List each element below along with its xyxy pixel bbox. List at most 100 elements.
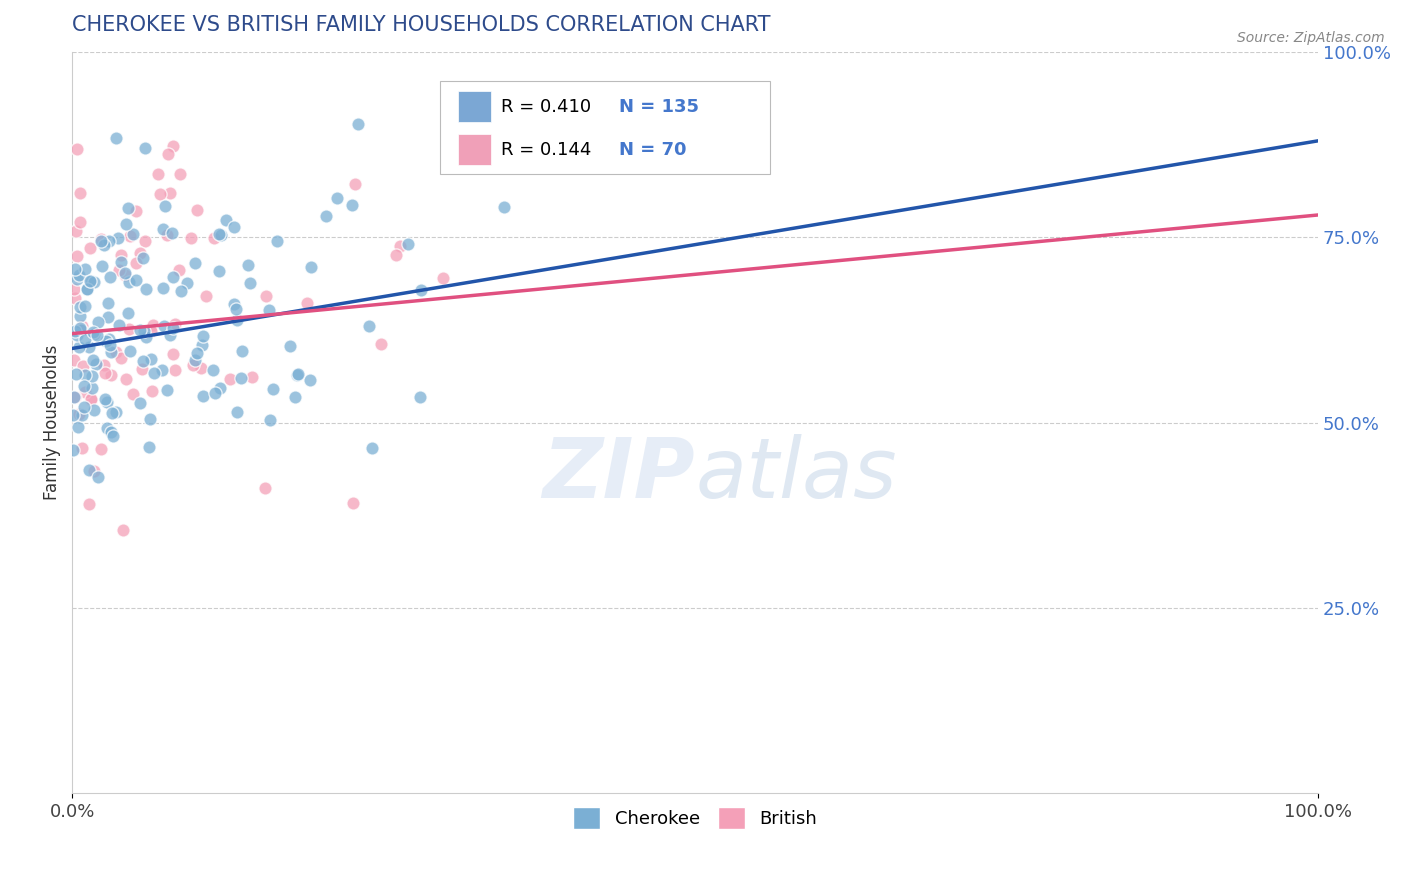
Point: [193, 390, 215, 404]
Point: [98, 234, 121, 248]
Point: [73, 379, 96, 393]
Point: [162, 269, 184, 284]
Point: [229, 370, 252, 384]
Point: [155, 383, 177, 397]
Point: [63, 324, 86, 338]
Point: [63, 390, 86, 404]
Point: [83, 326, 105, 341]
Point: [186, 202, 208, 217]
Point: [169, 167, 191, 181]
Point: [110, 255, 132, 269]
Point: [134, 235, 156, 249]
Point: [183, 256, 205, 270]
Point: [63, 390, 86, 404]
Point: [69, 309, 91, 323]
Point: [298, 373, 321, 387]
Point: [208, 227, 231, 242]
Point: [86, 327, 108, 342]
Point: [135, 329, 157, 343]
Point: [98, 270, 121, 285]
Point: [131, 361, 153, 376]
Text: R = 0.410: R = 0.410: [501, 98, 591, 116]
Y-axis label: Family Households: Family Households: [44, 345, 60, 500]
Point: [370, 336, 392, 351]
Point: [65, 262, 87, 277]
Point: [132, 251, 155, 265]
Point: [80, 392, 103, 407]
Point: [72, 408, 94, 422]
Point: [76, 282, 98, 296]
Point: [65, 223, 87, 237]
Point: [153, 318, 176, 333]
Point: [73, 261, 96, 276]
Text: R = 0.144: R = 0.144: [501, 141, 591, 159]
Point: [105, 405, 128, 419]
Point: [76, 282, 98, 296]
Text: ZIP: ZIP: [543, 434, 695, 515]
Point: [117, 202, 139, 216]
Point: [82, 325, 104, 339]
Point: [285, 368, 308, 383]
Point: [118, 343, 141, 358]
Point: [70, 323, 93, 337]
Point: [184, 353, 207, 368]
Point: [169, 262, 191, 277]
Point: [146, 167, 169, 181]
Point: [72, 400, 94, 414]
Point: [315, 209, 337, 223]
Point: [110, 351, 132, 365]
Point: [183, 358, 205, 372]
Point: [105, 345, 128, 359]
Text: CHEROKEE VS BRITISH FAMILY HOUSEHOLDS CORRELATION CHART: CHEROKEE VS BRITISH FAMILY HOUSEHOLDS CO…: [72, 15, 770, 35]
Point: [75, 368, 97, 382]
Point: [70, 318, 93, 333]
Point: [150, 363, 173, 377]
Text: Source: ZipAtlas.com: Source: ZipAtlas.com: [1237, 31, 1385, 45]
Point: [66, 142, 89, 156]
Point: [411, 283, 433, 297]
FancyBboxPatch shape: [458, 91, 491, 122]
Point: [152, 222, 174, 236]
Point: [117, 306, 139, 320]
Point: [91, 259, 114, 273]
Point: [115, 372, 138, 386]
Point: [111, 523, 134, 537]
Point: [125, 273, 148, 287]
Point: [93, 238, 115, 252]
Point: [225, 313, 247, 327]
Point: [97, 295, 120, 310]
Point: [66, 327, 89, 342]
Point: [361, 442, 384, 456]
Point: [94, 366, 117, 380]
Point: [134, 324, 156, 338]
Point: [494, 200, 516, 214]
Point: [96, 334, 118, 348]
Point: [97, 310, 120, 325]
Point: [186, 346, 208, 360]
Point: [149, 187, 172, 202]
Point: [69, 321, 91, 335]
Point: [118, 229, 141, 244]
Point: [69, 186, 91, 200]
Point: [141, 384, 163, 398]
Point: [108, 263, 131, 277]
Point: [77, 497, 100, 511]
Point: [236, 258, 259, 272]
Point: [114, 268, 136, 283]
Point: [66, 272, 89, 286]
Point: [357, 319, 380, 334]
Point: [219, 371, 242, 385]
Point: [90, 234, 112, 248]
Point: [159, 327, 181, 342]
Point: [225, 301, 247, 316]
Point: [301, 260, 323, 275]
Point: [326, 191, 349, 205]
Point: [287, 368, 309, 382]
Point: [96, 395, 118, 409]
Point: [93, 358, 115, 372]
Point: [105, 131, 128, 145]
Point: [226, 405, 249, 419]
Point: [254, 288, 277, 302]
Point: [340, 198, 363, 212]
Point: [278, 339, 301, 353]
